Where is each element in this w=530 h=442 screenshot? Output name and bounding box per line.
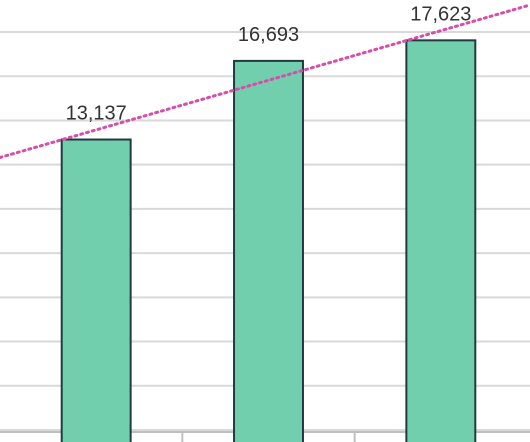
trendline — [0, 3, 530, 160]
bar — [60, 138, 132, 442]
bar — [233, 59, 304, 442]
data-label: 13,137 — [66, 103, 127, 125]
data-label: 16,693 — [238, 24, 299, 46]
data-label: 17,623 — [410, 3, 471, 25]
bar — [405, 39, 477, 442]
